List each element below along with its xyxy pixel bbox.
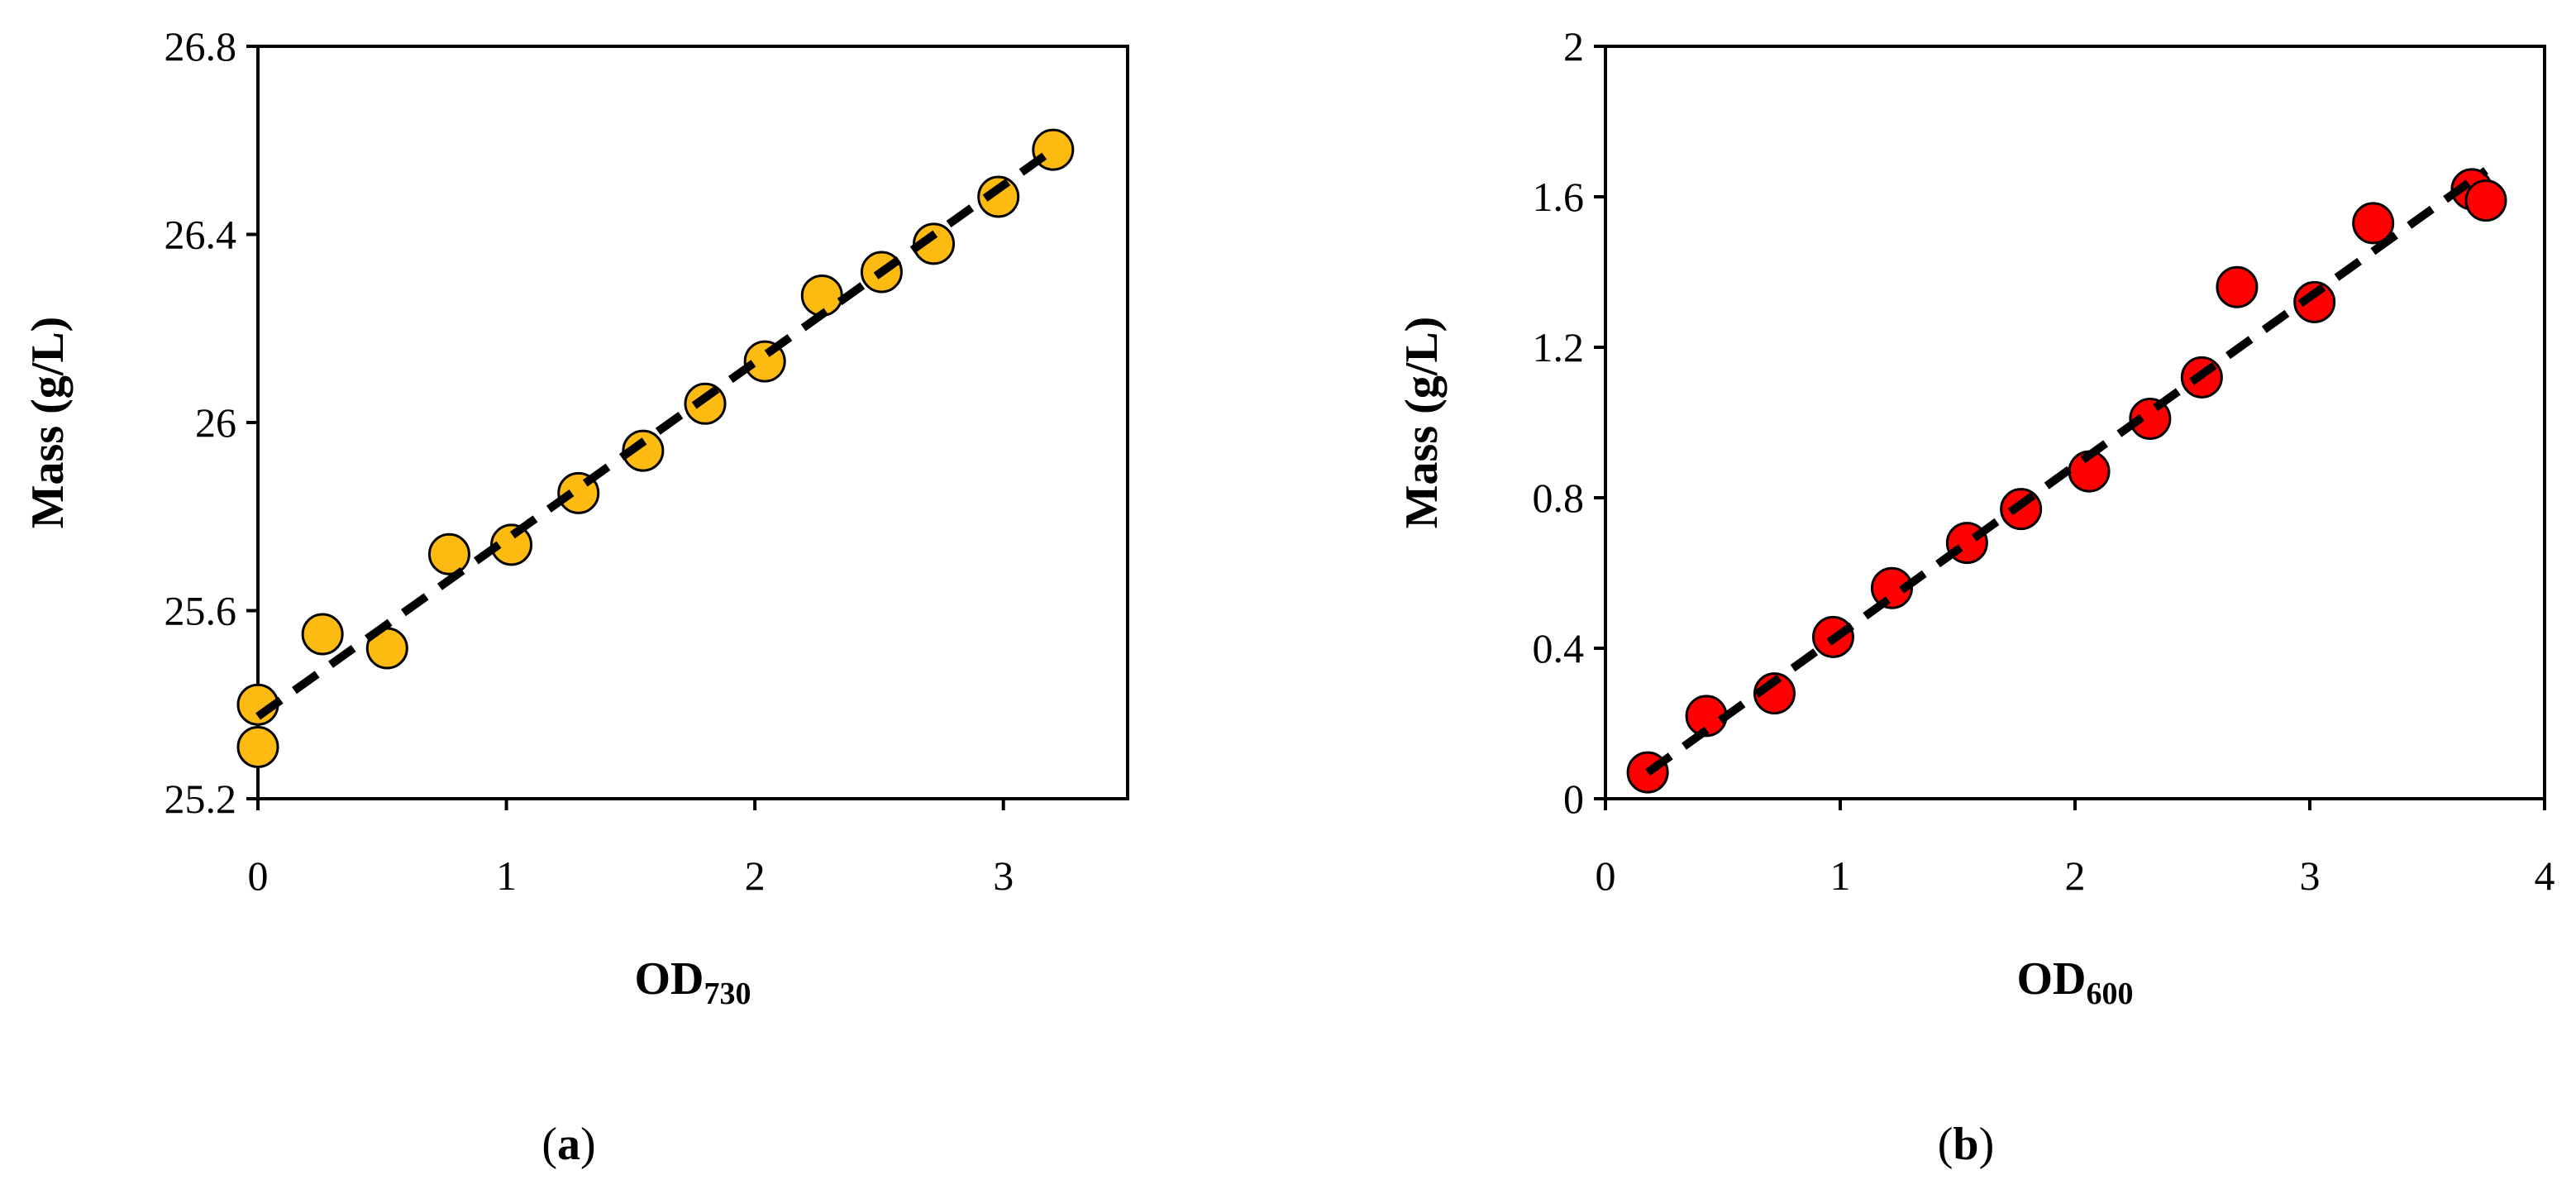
data-point xyxy=(236,725,279,768)
chart-panel-a: 25.2 25.6 26 26.4 26.8 0 1 2 3 Mass (g/L) OD730… xyxy=(22,23,1129,1170)
trendline xyxy=(255,146,1056,720)
x-tick-label: 0 xyxy=(1596,852,1616,899)
data-point xyxy=(2216,265,2259,308)
trendline xyxy=(1645,167,2488,776)
x-tick-label: 1 xyxy=(1830,852,1851,899)
x-tick-label: 3 xyxy=(2300,852,2321,899)
x-axis-title-main: OD xyxy=(635,953,704,1005)
x-tick-label: 1 xyxy=(496,852,517,899)
x-tick-label: 2 xyxy=(2065,852,2086,899)
x-axis-title-subscript: 600 xyxy=(2087,977,2134,1011)
y-tick-label: 25.6 xyxy=(165,588,237,634)
data-point xyxy=(2293,280,2336,323)
data-point xyxy=(2352,202,2395,245)
y-tick-labels: 0 0.4 0.8 1.2 1.6 2 xyxy=(1533,23,1605,822)
panel-label-a: (a) xyxy=(541,1119,595,1170)
data-point xyxy=(301,613,344,656)
y-tick-label: 26 xyxy=(195,399,236,446)
x-tick-label: 0 xyxy=(248,852,269,899)
data-point xyxy=(1870,566,1913,609)
y-axis-title: Mass (g/L) xyxy=(1396,317,1448,529)
data-points xyxy=(236,128,1075,768)
plot-area-frame xyxy=(256,45,1129,800)
y-tick-label: 26.4 xyxy=(165,212,237,258)
y-tick-label: 1.6 xyxy=(1533,174,1585,220)
data-point xyxy=(2464,179,2507,222)
data-point xyxy=(427,532,470,575)
x-tick-labels: 0 1 2 3 4 xyxy=(1596,799,2555,899)
data-point xyxy=(490,523,533,566)
x-tick-label: 2 xyxy=(745,852,766,899)
y-tick-label: 1.2 xyxy=(1533,324,1585,370)
y-axis-title: Mass (g/L) xyxy=(22,317,74,529)
data-point xyxy=(684,382,727,425)
x-tick-label: 3 xyxy=(993,852,1014,899)
x-tick-label: 4 xyxy=(2535,852,2555,899)
y-tick-label: 0.8 xyxy=(1533,475,1585,521)
y-tick-label: 25.2 xyxy=(165,776,237,822)
x-axis-title-main: OD xyxy=(2017,953,2087,1005)
plot-area-frame xyxy=(1604,45,2546,800)
data-point xyxy=(913,222,956,265)
data-point xyxy=(622,429,665,472)
x-axis-title: OD730 xyxy=(635,953,751,1011)
y-tick-label: 0.4 xyxy=(1533,625,1585,671)
panel-label-b: (b) xyxy=(1938,1119,1994,1170)
x-tick-labels: 0 1 2 3 xyxy=(248,799,1014,899)
y-tick-label: 26.8 xyxy=(165,23,237,69)
x-axis-title: OD600 xyxy=(2017,953,2134,1011)
y-tick-label: 0 xyxy=(1563,776,1584,822)
x-axis-title-subscript: 730 xyxy=(704,977,751,1011)
data-point xyxy=(977,175,1020,218)
y-tick-label: 2 xyxy=(1563,23,1584,69)
data-points xyxy=(1626,167,2507,794)
chart-panel-b: 0 0.4 0.8 1.2 1.6 2 0 1 2 3 4 Mass (g/L) OD600 (b… xyxy=(1396,23,2555,1170)
y-tick-labels: 25.2 25.6 26 26.4 26.8 xyxy=(165,23,258,822)
